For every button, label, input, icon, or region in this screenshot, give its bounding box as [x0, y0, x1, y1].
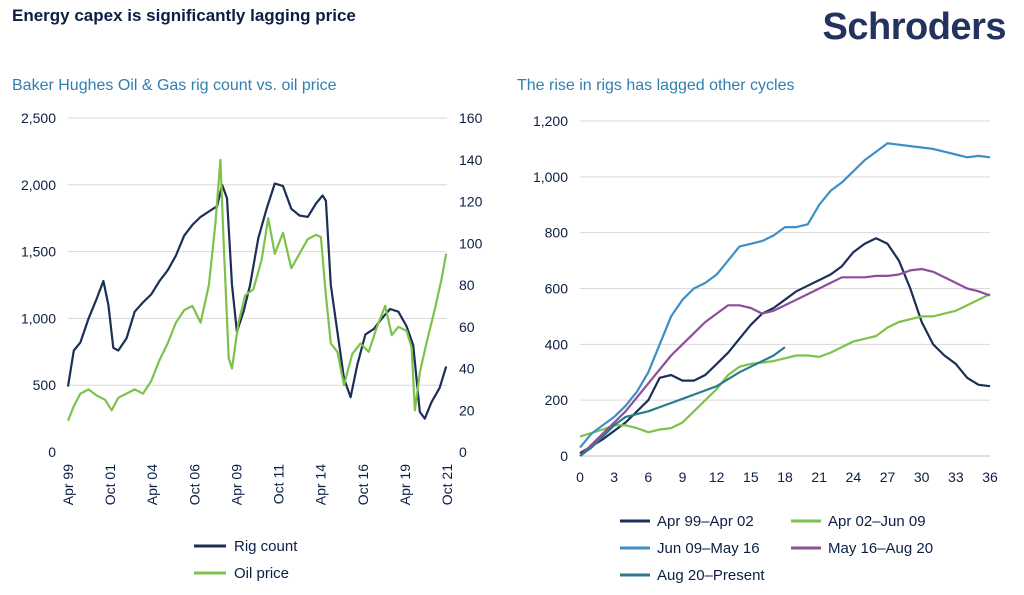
right-chart-x-tick-label: 6: [644, 469, 652, 485]
left-y-tick-label: 2,000: [21, 177, 56, 193]
right-chart-x-tick-label: 3: [610, 469, 618, 485]
right-chart-x-tick-label: 33: [948, 469, 964, 485]
left-y-tick-label: 0: [48, 444, 56, 460]
right-y-tick-label: 100: [459, 235, 483, 251]
page-title: Energy capex is significantly lagging pr…: [12, 6, 356, 25]
right-chart-x-tick-label: 0: [576, 469, 584, 485]
right-chart-x-tick-label: 24: [846, 469, 862, 485]
right-chart-y-tick-label: 1,000: [533, 169, 568, 185]
left-x-tick-label: Apr 04: [144, 464, 160, 505]
right-y-tick-label: 140: [459, 152, 483, 168]
cycle-line-2: [579, 293, 991, 438]
right-chart-y-tick-label: 400: [545, 336, 569, 352]
right-chart-x-tick-label: 12: [709, 469, 725, 485]
cycle-line-4: [579, 267, 991, 457]
legend-label: Apr 02–Jun 09: [828, 513, 926, 530]
legend-label: Oil price: [234, 565, 289, 582]
right-chart-x-tick-label: 9: [679, 469, 687, 485]
right-chart-y-tick-label: 200: [545, 392, 569, 408]
schroders-logo: Schroders: [822, 6, 1007, 48]
right-chart-y-tick-label: 0: [560, 448, 568, 464]
left-x-tick-label: Apr 14: [313, 464, 329, 505]
legend-label: Aug 20–Present: [657, 567, 765, 584]
right-y-tick-label: 0: [459, 444, 467, 460]
cycle-line-1: [579, 237, 991, 455]
cycle-line-3: [579, 142, 991, 449]
right-chart-title: The rise in rigs has lagged other cycles: [517, 77, 795, 94]
left-y-tick-label: 1,500: [21, 244, 56, 260]
right-y-tick-label: 20: [459, 402, 475, 418]
left-x-tick-label: Apr 09: [228, 464, 244, 505]
right-chart-x-tick-label: 18: [777, 469, 793, 485]
right-chart-y-tick-label: 800: [545, 225, 569, 241]
right-y-tick-label: 120: [459, 194, 483, 210]
right-y-tick-label: 60: [459, 319, 475, 335]
left-x-tick-label: Oct 11: [271, 464, 287, 504]
right-chart-x-tick-label: 30: [914, 469, 930, 485]
left-y-tick-label: 1,000: [21, 310, 56, 326]
left-chart-title: Baker Hughes Oil & Gas rig count vs. oil…: [12, 77, 337, 94]
left-x-tick-label: Apr 19: [397, 464, 413, 505]
right-chart-y-tick-label: 600: [545, 281, 569, 297]
right-chart-y-tick-label: 1,200: [533, 113, 568, 129]
right-y-tick-label: 40: [459, 361, 475, 377]
left-y-tick-label: 2,500: [21, 110, 56, 126]
right-chart-x-tick-label: 27: [880, 469, 896, 485]
left-x-tick-label: Oct 06: [186, 464, 202, 505]
legend-label: May 16–Aug 20: [828, 540, 933, 557]
left-x-tick-label: Oct 16: [355, 464, 371, 505]
rig-count-line: [66, 182, 448, 420]
left-y-tick-label: 500: [33, 377, 57, 393]
right-chart-x-tick-label: 36: [982, 469, 998, 485]
right-chart-x-tick-label: 15: [743, 469, 759, 485]
right-chart-x-tick-label: 21: [811, 469, 827, 485]
legend-label: Rig count: [234, 538, 298, 555]
oil-price-line: [66, 158, 448, 422]
left-x-tick-label: Oct 21: [439, 464, 455, 505]
legend-label: Jun 09–May 16: [657, 540, 760, 557]
left-x-tick-label: Apr 99: [60, 464, 76, 505]
right-y-tick-label: 160: [459, 110, 483, 126]
left-x-tick-label: Oct 01: [102, 464, 118, 505]
legend-label: Apr 99–Apr 02: [657, 513, 754, 530]
cycle-line-5: [579, 346, 786, 457]
right-y-tick-label: 80: [459, 277, 475, 293]
